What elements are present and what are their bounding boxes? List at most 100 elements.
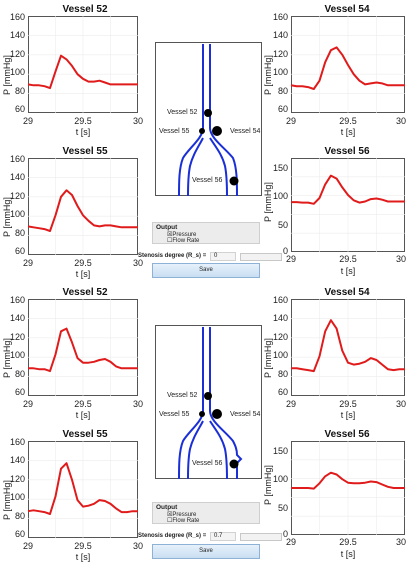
y-tick: 120 [272, 332, 288, 342]
x-tick: 29.5 [74, 116, 92, 126]
pressure-line [27, 462, 138, 515]
x-tick: 29.5 [339, 537, 357, 547]
save-button[interactable]: Save [152, 544, 260, 559]
save-button[interactable]: Save [152, 263, 260, 278]
pressure-checkbox[interactable]: ☒Pressure [167, 232, 197, 238]
output-panel-top: Output ☒Pressure ☐Flow Rate [152, 222, 260, 244]
y-tick: 100 [9, 67, 25, 77]
chart-vessel-52-top: Vessel 52 P [mmHg] 160 140 120 100 80 60… [0, 0, 150, 140]
x-tick: 29 [285, 254, 296, 264]
grid [291, 299, 405, 396]
flow-rate-checkbox[interactable]: ☐Flow Rate [167, 238, 200, 244]
chart-title: Vessel 54 [324, 287, 370, 298]
x-tick: 30 [132, 258, 143, 268]
y-tick: 140 [9, 172, 25, 182]
y-tick: 100 [272, 67, 288, 77]
x-axis-label: t [s] [75, 410, 91, 420]
vessel-label: Vessel 56 [192, 460, 223, 467]
y-tick: 160 [272, 12, 288, 22]
chart-vessel-54-bottom: Vessel 54 P [mmHg] 160 140 120 100 80 60… [261, 283, 411, 423]
y-tick: 80 [14, 228, 25, 238]
pressure-checkbox[interactable]: ☒Pressure [167, 512, 197, 518]
stenosis-value-field[interactable]: 0.7 [210, 532, 236, 541]
chart-title: Vessel 56 [324, 146, 370, 157]
x-tick: 29.5 [339, 399, 357, 409]
x-tick: 30 [395, 116, 406, 126]
chart-vessel-56-bottom: Vessel 56 P [mmHg] 150 100 50 0 29 29.5 … [261, 425, 411, 565]
y-tick: 100 [9, 350, 25, 360]
chart-title: Vessel 54 [324, 4, 370, 15]
x-axis-label: t [s] [75, 127, 91, 137]
grid [28, 299, 138, 396]
x-tick: 29 [285, 399, 296, 409]
x-tick: 29 [22, 541, 33, 551]
vessel-label: Vessel 54 [230, 411, 261, 418]
vessel-tree-svg [155, 325, 262, 480]
vessel-label: Vessel 52 [167, 109, 198, 116]
chart-vessel-52-bottom: Vessel 52 P [mmHg] 160 140 120 100 80 60… [0, 283, 150, 423]
y-tick: 100 [9, 492, 25, 502]
y-tick: 100 [272, 350, 288, 360]
y-tick: 60 [277, 387, 288, 397]
y-tick: 60 [277, 104, 288, 114]
y-tick: 80 [277, 86, 288, 96]
stenosis-value-field[interactable]: 0 [210, 252, 236, 261]
flow-rate-checkbox[interactable]: ☐Flow Rate [167, 518, 200, 524]
x-tick: 29.5 [74, 399, 92, 409]
pressure-line [291, 174, 405, 205]
vessel-diagram-top: Vessel 52 Vessel 55 Vessel 54 Vessel 56 [155, 42, 262, 197]
x-tick: 29 [22, 399, 33, 409]
x-tick: 30 [395, 254, 406, 264]
grid [28, 16, 138, 113]
x-tick: 30 [132, 541, 143, 551]
chart-title: Vessel 52 [62, 287, 108, 298]
y-tick: 0 [282, 246, 288, 256]
output-panel-bottom: Output ☒Pressure ☐Flow Rate [152, 502, 260, 524]
vessel-label: Vessel 52 [167, 392, 198, 399]
stenosis-slider[interactable] [240, 253, 282, 261]
x-axis-label: t [s] [340, 127, 356, 137]
y-tick: 140 [9, 313, 25, 323]
y-tick: 120 [9, 332, 25, 342]
output-title: Output [156, 224, 178, 231]
vessel-diagram-bottom: Vessel 52 Vessel 55 Vessel 54 Vessel 56 [155, 325, 262, 480]
x-axis-label: t [s] [340, 549, 356, 559]
x-tick: 30 [132, 399, 143, 409]
x-tick: 30 [132, 116, 143, 126]
x-axis-label: t [s] [340, 266, 356, 276]
pressure-line [27, 189, 138, 232]
y-tick: 120 [272, 49, 288, 59]
y-tick: 160 [9, 12, 25, 22]
x-tick: 29.5 [74, 258, 92, 268]
x-tick: 29 [285, 537, 296, 547]
y-tick: 60 [14, 387, 25, 397]
y-tick: 50 [277, 503, 288, 513]
grid [291, 158, 405, 252]
stenosis-slider[interactable] [240, 533, 282, 541]
chart-title: Vessel 52 [62, 4, 108, 15]
y-tick: 140 [272, 313, 288, 323]
y-tick: 60 [14, 529, 25, 539]
x-axis-label: t [s] [75, 552, 91, 562]
y-tick: 0 [282, 529, 288, 539]
y-tick: 140 [9, 455, 25, 465]
y-tick: 120 [9, 191, 25, 201]
x-axis-label: t [s] [75, 269, 91, 279]
chart-vessel-56-top: Vessel 56 P [mmHg] 150 100 50 0 29 29.5 … [261, 142, 411, 282]
y-tick: 120 [9, 49, 25, 59]
x-tick: 29 [285, 116, 296, 126]
grid [291, 441, 405, 535]
y-tick: 160 [9, 437, 25, 447]
pressure-line [28, 327, 138, 373]
chart-title: Vessel 56 [324, 429, 370, 440]
x-tick: 29.5 [339, 116, 357, 126]
grid [28, 441, 138, 538]
x-tick: 30 [395, 537, 406, 547]
y-tick: 50 [277, 220, 288, 230]
x-tick: 29 [22, 258, 33, 268]
chart-vessel-55-bottom: Vessel 55 P [mmHg] 160 140 120 100 80 60… [0, 425, 150, 565]
y-tick: 140 [9, 30, 25, 40]
pressure-line [291, 319, 405, 373]
y-tick: 100 [272, 474, 288, 484]
y-tick: 80 [14, 86, 25, 96]
